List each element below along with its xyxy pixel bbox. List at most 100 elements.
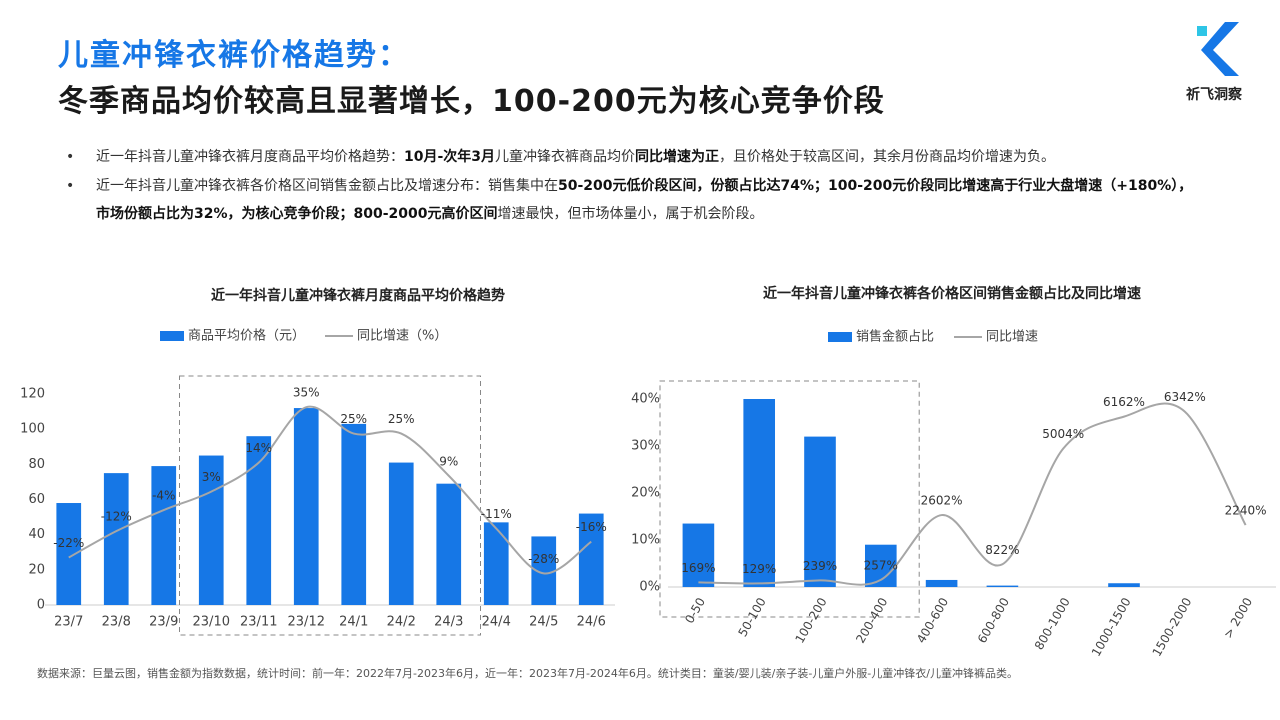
x-tick-label: 23/7 bbox=[54, 615, 83, 630]
legend-label: 同比增速 bbox=[986, 330, 1038, 345]
value-label: 9% bbox=[439, 454, 458, 468]
bar bbox=[925, 579, 958, 587]
bullet-text: ，且价格处于较高区间，其余月份商品均价增速为负。 bbox=[719, 149, 1056, 165]
value-label: -11% bbox=[481, 507, 512, 521]
x-tick-label: 0-50 bbox=[682, 595, 708, 626]
bar bbox=[682, 523, 715, 587]
bar bbox=[56, 503, 82, 605]
x-tick-label: 23/11 bbox=[240, 615, 277, 630]
y-tick-label: 0% bbox=[639, 580, 660, 595]
value-label: 35% bbox=[293, 386, 320, 400]
line bbox=[68, 405, 592, 575]
value-label: 6162% bbox=[1103, 395, 1145, 409]
bullet-text: 儿童冲锋衣裤商品均价 bbox=[495, 149, 636, 165]
line bbox=[698, 402, 1247, 586]
bar bbox=[804, 436, 836, 587]
value-label: 239% bbox=[803, 559, 837, 573]
legend-label: 商品平均价格（元） bbox=[188, 328, 305, 344]
chart-title: 近一年抖音儿童冲锋衣裤各价格区间销售金额占比及同比增速 bbox=[763, 285, 1141, 302]
value-label: 2602% bbox=[921, 494, 963, 508]
value-label: 822% bbox=[985, 543, 1019, 557]
x-tick-label: 800-1000 bbox=[1032, 595, 1073, 652]
bullet-text: 近一年抖音儿童冲锋衣裤月度商品平均价格趋势： bbox=[96, 149, 404, 165]
bar bbox=[1108, 583, 1140, 587]
subtitle: 冬季商品均价较高且显著增长，100-200元为核心竞争价段 bbox=[58, 84, 885, 119]
bullet-text: 增速最快，但市场体量小，属于机会阶段。 bbox=[497, 206, 764, 222]
bar bbox=[103, 473, 129, 605]
legend-label: 同比增速（%） bbox=[357, 329, 447, 344]
bar bbox=[198, 455, 224, 605]
bar bbox=[388, 462, 414, 605]
y-tick-label: 120 bbox=[20, 387, 45, 402]
value-label: 129% bbox=[742, 562, 776, 576]
bar bbox=[246, 436, 272, 605]
bullet-text: 10月-次年3月 bbox=[404, 149, 496, 165]
y-tick-label: 20% bbox=[631, 486, 660, 501]
y-tick-label: 20 bbox=[28, 562, 45, 577]
x-tick-label: 24/2 bbox=[387, 615, 416, 630]
x-tick-label: 24/3 bbox=[434, 615, 463, 630]
bullet-text: 同比增速为正 bbox=[635, 149, 720, 165]
bar bbox=[151, 466, 177, 605]
x-tick-label: 600-800 bbox=[975, 595, 1012, 645]
highlight-box bbox=[179, 375, 481, 636]
footer: 数据来源：巨量云图，销售金额为指数数据，统计时间：前一年：2022年7月-202… bbox=[37, 667, 1018, 680]
x-tick-label: 100-200 bbox=[792, 595, 829, 645]
x-tick-label: 24/1 bbox=[339, 615, 368, 630]
x-tick-label: 1500-2000 bbox=[1150, 595, 1195, 659]
bullet-text: 近一年抖音儿童冲锋衣裤各价格区间销售金额占比及增速分布：销售集中在 bbox=[96, 178, 558, 194]
y-tick-label: 40 bbox=[28, 527, 45, 542]
value-label: -28% bbox=[528, 552, 559, 566]
y-tick-label: 30% bbox=[631, 439, 660, 454]
value-label: 6342% bbox=[1164, 390, 1206, 404]
value-label: 2240% bbox=[1225, 504, 1267, 518]
y-tick-label: 0 bbox=[37, 598, 45, 613]
bar bbox=[986, 585, 1019, 587]
x-tick-label: 24/5 bbox=[529, 615, 558, 630]
y-tick-label: 10% bbox=[631, 533, 660, 548]
x-tick-label: 23/8 bbox=[102, 615, 131, 630]
bar bbox=[578, 513, 604, 605]
y-tick-label: 60 bbox=[28, 492, 45, 507]
y-tick-label: 40% bbox=[631, 392, 660, 407]
x-tick-label: 24/4 bbox=[482, 615, 511, 630]
logo-text: 祈飞洞察 bbox=[1186, 87, 1242, 103]
bar bbox=[436, 483, 462, 605]
bar bbox=[483, 522, 509, 605]
value-label: -4% bbox=[152, 489, 175, 503]
legend-swatch bbox=[828, 332, 852, 342]
value-label: -16% bbox=[576, 520, 607, 534]
x-tick-label: 23/10 bbox=[193, 615, 230, 630]
bullet-text: 50-200元低价段区间，份额占比达74%；100-200元价段同比增速高于行业… bbox=[96, 178, 1193, 222]
x-tick-label: 24/6 bbox=[577, 615, 606, 630]
y-tick-label: 100 bbox=[20, 422, 45, 437]
value-label: -22% bbox=[53, 536, 84, 550]
title: 儿童冲锋衣裤价格趋势： bbox=[58, 38, 410, 73]
value-label: 257% bbox=[864, 558, 898, 572]
value-label: 5004% bbox=[1042, 427, 1084, 441]
value-label: 3% bbox=[202, 470, 221, 484]
x-tick-label: > 2000 bbox=[1221, 595, 1255, 640]
bullet: 近一年抖音儿童冲锋衣裤月度商品平均价格趋势：10月-次年3月儿童冲锋衣裤商品均价… bbox=[66, 143, 1196, 171]
value-label: 14% bbox=[245, 441, 272, 455]
x-tick-label: 23/12 bbox=[288, 615, 325, 630]
bar bbox=[293, 408, 319, 605]
legend-label: 销售金额占比 bbox=[856, 329, 934, 345]
x-tick-label: 200-400 bbox=[853, 595, 890, 645]
bar bbox=[341, 423, 367, 605]
legend-swatch bbox=[160, 331, 184, 341]
value-label: -12% bbox=[101, 510, 132, 524]
bar bbox=[743, 399, 776, 587]
chart-title: 近一年抖音儿童冲锋衣裤月度商品平均价格趋势 bbox=[211, 287, 505, 304]
value-label: 25% bbox=[388, 412, 415, 426]
logo-icon bbox=[1197, 22, 1239, 76]
x-tick-label: 23/9 bbox=[149, 615, 178, 630]
value-label: 25% bbox=[340, 412, 367, 426]
value-label: 169% bbox=[681, 561, 715, 575]
highlight-box bbox=[659, 380, 920, 618]
y-tick-label: 80 bbox=[28, 457, 45, 472]
x-tick-label: 1000-1500 bbox=[1089, 595, 1134, 659]
bullet: 近一年抖音儿童冲锋衣裤各价格区间销售金额占比及增速分布：销售集中在50-200元… bbox=[66, 172, 1196, 228]
